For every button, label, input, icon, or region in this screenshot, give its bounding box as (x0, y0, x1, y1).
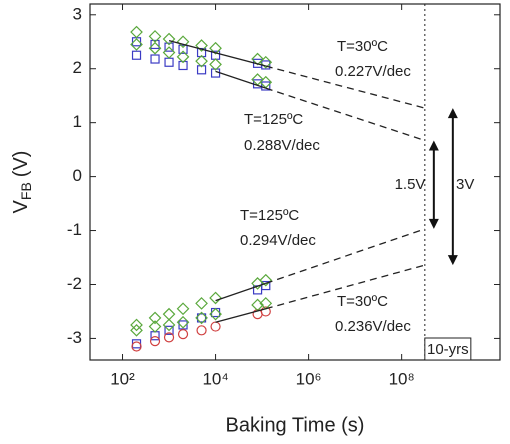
marker-square (178, 320, 188, 330)
marker-diamond (162, 307, 176, 321)
marker-diamond (130, 25, 143, 39)
y-tick-label: -2 (67, 274, 82, 293)
marker-square (196, 65, 207, 75)
marker-square (196, 313, 207, 323)
plot-frame (89, 3, 501, 361)
annotation: 0.294V/dec (240, 232, 316, 249)
y-tick-label: 2 (73, 58, 82, 77)
marker-circle (177, 329, 189, 340)
extrapolation-line (265, 87, 426, 142)
marker-circle (163, 332, 175, 343)
marker-square (164, 325, 174, 335)
marker-diamond (195, 54, 208, 68)
marker-diamond (195, 297, 208, 310)
annotation: 3V (456, 176, 474, 193)
marker-diamond (130, 38, 143, 51)
arrow-1p5v-head (428, 140, 439, 151)
marker-square (150, 39, 160, 50)
extrapolation-line (265, 65, 426, 109)
y-tick-label: 0 (73, 166, 82, 185)
arrow-1p5v-head (428, 218, 439, 229)
x-tick-label: 10⁶ (296, 369, 322, 388)
marker-square (178, 44, 188, 54)
marker-diamond (162, 32, 176, 46)
marker-diamond (148, 30, 162, 43)
annotation: T=30ºC (337, 38, 388, 55)
annotation: 1.5V (395, 176, 426, 193)
marker-diamond (176, 302, 190, 316)
marker-diamond (259, 55, 273, 69)
marker-diamond (259, 273, 273, 287)
x-tick-label: 10² (110, 369, 135, 388)
fit-line (215, 282, 266, 302)
marker-circle (196, 325, 207, 336)
marker-diamond (130, 318, 143, 332)
y-axis-title-sub: FB (18, 182, 34, 200)
y-tick-label: -1 (67, 220, 82, 239)
y-axis-title: VFB (V) (10, 151, 33, 214)
y-axis-title-main: V (10, 199, 32, 213)
fit-line (215, 70, 266, 89)
arrow-3v-head (447, 255, 458, 266)
y-tick-label: 1 (73, 112, 82, 131)
annotation: 0.236V/dec (335, 318, 411, 335)
marker-diamond (209, 291, 222, 305)
marker-circle (210, 321, 221, 332)
marker-square (178, 60, 188, 71)
marker-diamond (195, 311, 208, 325)
marker-diamond (148, 320, 162, 333)
marker-square (261, 81, 271, 91)
x-tick-label: 10⁴ (202, 369, 228, 388)
marker-circle (260, 306, 271, 317)
marker-diamond (209, 58, 222, 71)
marker-diamond (162, 46, 176, 59)
annotation: 0.227V/dec (335, 63, 411, 80)
x-tick-label: 10⁸ (389, 369, 415, 388)
marker-diamond (176, 315, 190, 329)
marker-square (164, 57, 174, 67)
y-tick-label: -3 (67, 328, 82, 347)
y-axis-title-unit: (V) (10, 151, 32, 178)
marker-diamond (209, 41, 222, 55)
marker-diamond (148, 41, 162, 55)
marker-diamond (209, 307, 222, 321)
annotation: T=125ºC (244, 111, 303, 128)
annotation: 0.288V/dec (244, 137, 320, 154)
marker-square (150, 54, 160, 64)
annotation: T=125ºC (240, 207, 299, 224)
marker-circle (131, 341, 142, 352)
fit-line (215, 308, 266, 323)
x-axis-title: Baking Time (s) (226, 414, 365, 436)
marker-diamond (195, 39, 208, 52)
marker-square (261, 280, 271, 291)
ten-year-label: 10-yrs (427, 341, 469, 358)
marker-square (131, 50, 142, 60)
marker-diamond (162, 318, 176, 332)
marker-diamond (130, 323, 143, 337)
arrow-3v-head (447, 108, 458, 119)
marker-diamond (176, 50, 190, 64)
extrapolation-line (265, 228, 426, 285)
fit-line (168, 40, 266, 67)
marker-square (131, 339, 142, 349)
marker-diamond (176, 35, 190, 49)
marker-diamond (148, 311, 162, 325)
marker-circle (149, 336, 161, 347)
annotation: T=30ºC (337, 293, 388, 310)
marker-square (164, 42, 174, 52)
marker-square (150, 331, 160, 341)
y-tick-label: 3 (73, 4, 82, 23)
ten-year-box (424, 337, 472, 361)
extrapolation-line (265, 264, 426, 310)
marker-square (210, 307, 221, 318)
